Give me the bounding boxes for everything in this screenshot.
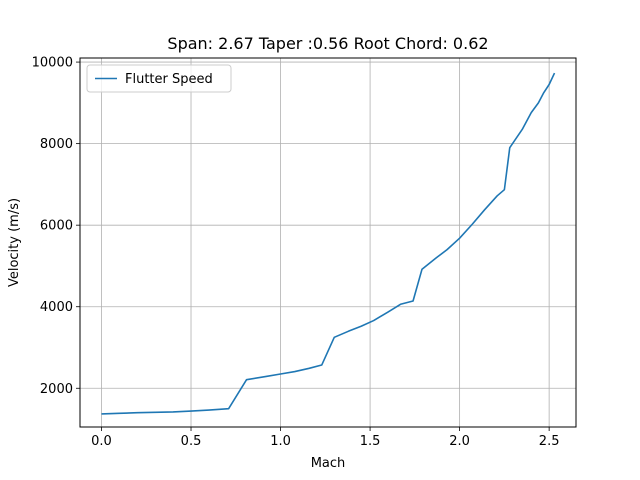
y-tick-label: 6000 xyxy=(40,219,73,234)
series-layer xyxy=(101,72,556,415)
x-tick-label: 1.5 xyxy=(360,434,381,449)
y-tick-label: 10000 xyxy=(32,56,73,71)
ticks: 0.0 0.5 1.0 1.5 2.0 2.5 2000 4000 6000 8000 10000 xyxy=(32,56,560,449)
x-tick-label: 0.0 xyxy=(91,434,112,449)
y-axis-label: Velocity (m/s) xyxy=(7,198,22,287)
legend-box xyxy=(86,64,232,93)
chart-title: Span: 2.67 Taper :0.56 Root Chord: 0.62 xyxy=(167,34,488,53)
grid xyxy=(80,58,576,427)
x-tick-label: 2.5 xyxy=(539,434,560,449)
x-tick-label: 1.0 xyxy=(270,434,291,449)
y-tick-label: 2000 xyxy=(40,382,73,397)
series-line-flutter-speed xyxy=(101,72,556,415)
x-tick-label: 0.5 xyxy=(181,434,202,449)
legend-entry-label: Flutter Speed xyxy=(125,72,213,87)
legend: Flutter Speed xyxy=(86,64,232,93)
plot-frame xyxy=(79,57,577,428)
x-axis-label: Mach xyxy=(311,456,346,471)
y-tick-label: 8000 xyxy=(40,137,73,152)
x-tick-label: 2.0 xyxy=(449,434,470,449)
y-tick-label: 4000 xyxy=(40,300,73,315)
